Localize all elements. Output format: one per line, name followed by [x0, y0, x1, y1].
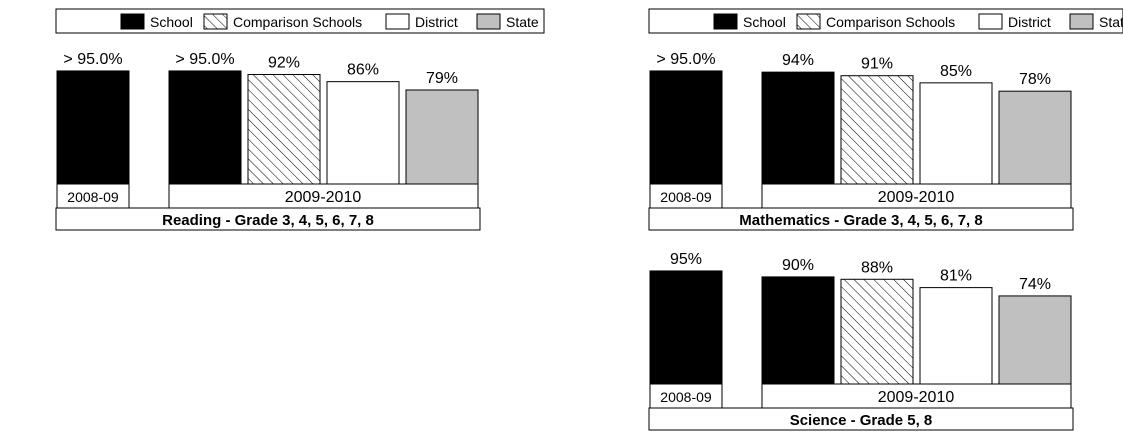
chart-science-category-label: 2008-09 — [660, 389, 712, 405]
right-legend-swatch-school — [713, 13, 738, 30]
chart-reading-title-box — [55, 207, 481, 231]
left-legend-swatch-district — [385, 13, 410, 30]
left-legend-swatch-school — [120, 13, 145, 30]
chart-science-category-box-2009 — [761, 383, 1072, 409]
chart-science-value-label: 74% — [1019, 276, 1051, 293]
chart-reading-category-box-2009 — [168, 183, 479, 209]
chart-mathematics-category-label: 2008-09 — [660, 189, 712, 205]
chart-science-category-label: 2009-2010 — [878, 389, 955, 406]
right-legend-label-district: District — [1008, 14, 1051, 30]
chart-mathematics-title-box — [648, 207, 1074, 231]
chart-reading-bar-2008-09-school — [56, 70, 130, 185]
chart-science-title-box — [648, 407, 1074, 431]
right-legend-label-school: School — [743, 14, 786, 30]
chart-reading-bar-2009-2010-comparison-schools — [247, 74, 321, 185]
chart-mathematics: > 95.0% 94% 91% 85% 78% 2008-09 2009-2010 Mathe… — [648, 51, 1074, 231]
chart-mathematics-value-label: 91% — [861, 56, 893, 73]
right-legend-label-state: State — [1099, 14, 1123, 30]
left-legend-swatch-comparison-schools — [203, 13, 228, 30]
chart-science-bar-2009-2010-state — [998, 295, 1072, 385]
chart-reading-bar-2009-2010-state — [405, 89, 479, 185]
chart-mathematics-bar-2009-2010-state — [998, 90, 1072, 185]
right-legend-label-comparison-schools: Comparison Schools — [826, 14, 955, 30]
chart-mathematics-title: Mathematics - Grade 3, 4, 5, 6, 7, 8 — [739, 212, 982, 229]
chart-science-value-label: 88% — [861, 259, 893, 276]
left-legend-label-state: State — [506, 14, 539, 30]
left-legend-label-school: School — [150, 14, 193, 30]
chart-mathematics-category-label: 2009-2010 — [878, 189, 955, 206]
chart-science-value-label: 90% — [782, 257, 814, 274]
chart-reading-category-label: 2008-09 — [67, 189, 119, 205]
chart-mathematics-bar-2009-2010-school — [761, 71, 835, 185]
chart-mathematics-bar-2008-09-school — [649, 70, 723, 185]
left-legend: School Comparison Schools District State — [55, 8, 545, 34]
chart-mathematics-value-label: 94% — [782, 52, 814, 69]
chart-mathematics-category-box-2009 — [761, 183, 1072, 209]
chart-science-value-label: 81% — [940, 268, 972, 285]
left-legend-label-district: District — [415, 14, 458, 30]
chart-reading-title: Reading - Grade 3, 4, 5, 6, 7, 8 — [162, 212, 374, 229]
right-legend: School Comparison Schools District State — [648, 8, 1123, 34]
chart-mathematics-bar-2009-2010-comparison-schools — [840, 75, 914, 185]
chart-reading-bar-2009-2010-district — [326, 81, 400, 185]
chart-science: 95% 90% 88% 81% 74% 2008-09 2009-2010 Science -… — [648, 251, 1074, 431]
right-legend-swatch-state — [1069, 13, 1094, 30]
chart-mathematics-value-label: 85% — [940, 63, 972, 80]
chart-mathematics-bar-2009-2010-district — [919, 82, 993, 185]
chart-mathematics-value-label: > 95.0% — [656, 51, 715, 68]
chart-reading-value-label: > 95.0% — [63, 51, 122, 68]
chart-reading: > 95.0% > 95.0% 92% 86% 79% 2008-09 2009-2010 R… — [55, 51, 481, 231]
chart-science-bar-2009-2010-comparison-schools — [840, 278, 914, 385]
chart-science-value-label: 95% — [670, 251, 702, 268]
right-legend-swatch-district — [978, 13, 1003, 30]
chart-reading-value-label: 86% — [347, 62, 379, 79]
chart-reading-category-label: 2009-2010 — [285, 189, 362, 206]
chart-science-title: Science - Grade 5, 8 — [790, 412, 933, 429]
chart-science-bar-2009-2010-school — [761, 276, 835, 385]
right-legend-swatch-comparison-schools — [796, 13, 821, 30]
chart-reading-bar-2009-2010-school — [168, 70, 242, 185]
left-legend-swatch-state — [476, 13, 501, 30]
chart-mathematics-value-label: 78% — [1019, 71, 1051, 88]
chart-reading-value-label: > 95.0% — [175, 51, 234, 68]
chart-reading-value-label: 92% — [268, 55, 300, 72]
left-legend-label-comparison-schools: Comparison Schools — [233, 14, 362, 30]
chart-science-category-box-2008 — [649, 383, 723, 409]
chart-science-bar-2008-09-school — [649, 270, 723, 385]
chart-science-bar-2009-2010-district — [919, 287, 993, 385]
chart-reading-value-label: 79% — [426, 70, 458, 87]
